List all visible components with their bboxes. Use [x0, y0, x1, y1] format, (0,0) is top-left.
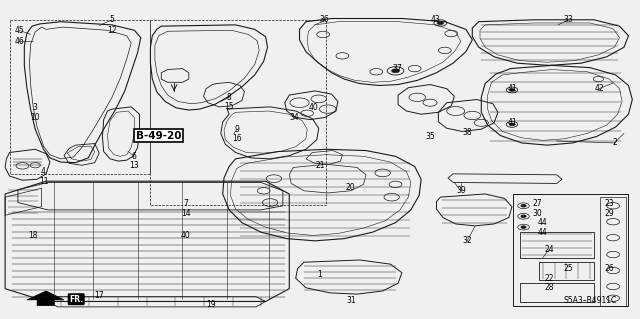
- Text: 8: 8: [227, 93, 232, 102]
- Text: 29: 29: [604, 209, 614, 218]
- Circle shape: [392, 69, 399, 73]
- Text: 14: 14: [180, 209, 191, 218]
- Text: 33: 33: [563, 15, 573, 24]
- Text: 4: 4: [41, 167, 46, 176]
- Text: 5: 5: [109, 15, 115, 24]
- Text: 10: 10: [30, 113, 40, 122]
- Text: 2: 2: [612, 138, 617, 147]
- Text: B-49-20: B-49-20: [136, 130, 182, 141]
- Text: 46: 46: [14, 37, 24, 46]
- Text: 28: 28: [545, 283, 554, 292]
- Text: 38: 38: [462, 128, 472, 137]
- Text: 11: 11: [39, 177, 48, 186]
- Text: 25: 25: [563, 264, 573, 273]
- Circle shape: [509, 89, 515, 91]
- Text: 27: 27: [532, 199, 543, 208]
- Polygon shape: [27, 291, 64, 306]
- Text: 22: 22: [545, 274, 554, 283]
- Text: 19: 19: [206, 300, 216, 309]
- Text: 34: 34: [289, 113, 300, 122]
- Text: 6: 6: [132, 152, 137, 161]
- Text: FR.: FR.: [69, 295, 83, 304]
- Text: 21: 21: [316, 161, 324, 170]
- Text: 26: 26: [604, 264, 614, 273]
- Text: 24: 24: [544, 245, 554, 254]
- Text: 35: 35: [425, 132, 435, 141]
- Circle shape: [521, 226, 526, 228]
- Text: 3: 3: [33, 103, 38, 112]
- Text: 41: 41: [507, 84, 517, 93]
- Text: 9: 9: [234, 125, 239, 134]
- Text: 43: 43: [430, 15, 440, 24]
- Text: 17: 17: [94, 291, 104, 300]
- Text: 13: 13: [129, 161, 140, 170]
- Circle shape: [509, 123, 515, 126]
- Text: 20: 20: [346, 183, 356, 192]
- Text: 44: 44: [538, 228, 548, 237]
- Text: 18: 18: [29, 231, 38, 240]
- Text: 12: 12: [108, 26, 116, 35]
- Text: 39: 39: [456, 186, 466, 195]
- Text: S5A3–B4911C: S5A3–B4911C: [563, 296, 617, 305]
- Text: 15: 15: [224, 102, 234, 111]
- Circle shape: [437, 21, 444, 25]
- Text: 36: 36: [319, 15, 330, 24]
- Text: 40: 40: [180, 231, 191, 240]
- Text: 1: 1: [317, 271, 323, 279]
- Text: 32: 32: [462, 236, 472, 245]
- Circle shape: [521, 204, 526, 207]
- Text: 7: 7: [183, 199, 188, 208]
- Text: 42: 42: [594, 84, 604, 93]
- Text: 44: 44: [538, 218, 548, 227]
- Text: 16: 16: [232, 134, 242, 143]
- Text: 23: 23: [604, 199, 614, 208]
- Text: 45: 45: [14, 26, 24, 35]
- Circle shape: [521, 215, 526, 218]
- Text: 40: 40: [308, 103, 319, 112]
- Text: 30: 30: [532, 209, 543, 218]
- Text: 31: 31: [346, 296, 356, 305]
- Text: 37: 37: [392, 64, 402, 73]
- Text: 41: 41: [507, 118, 517, 127]
